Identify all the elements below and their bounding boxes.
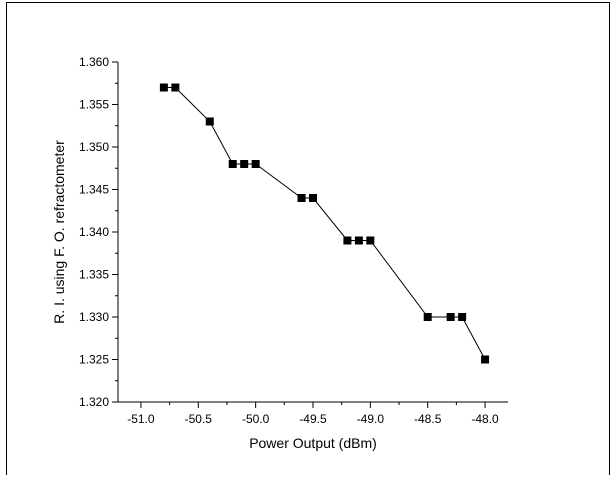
x-tick-label: -49.0 — [357, 412, 385, 426]
y-tick-label: 1.320 — [79, 395, 109, 409]
data-point — [458, 313, 467, 321]
x-tick-label: -50.0 — [242, 412, 270, 426]
plot-area — [159, 83, 490, 364]
x-tick-label: -50.5 — [185, 412, 213, 426]
x-tick-label: -48.5 — [414, 412, 442, 426]
data-point — [171, 83, 180, 92]
chart-frame — [6, 2, 610, 475]
y-tick-label: 1.325 — [79, 353, 109, 367]
axes — [117, 62, 508, 403]
data-point — [297, 194, 306, 202]
x-tick-label: -48.0 — [471, 412, 499, 426]
x-tick-label: -49.5 — [299, 412, 327, 426]
y-tick-label: 1.360 — [79, 55, 109, 69]
data-point — [240, 160, 249, 168]
data-point — [159, 83, 168, 92]
data-point — [354, 236, 363, 245]
y-tick-label: 1.345 — [79, 183, 109, 197]
data-point — [481, 355, 490, 364]
y-axis-label: R. I. using F. O. refractometer — [51, 140, 67, 324]
data-point — [446, 313, 455, 321]
data-point — [343, 236, 352, 245]
y-tick-label: 1.350 — [79, 140, 109, 154]
y-tick-label: 1.335 — [79, 268, 109, 282]
x-axis-label: Power Output (dBm) — [249, 435, 377, 451]
data-point — [309, 194, 317, 202]
data-point — [366, 236, 375, 245]
x-tick-label: -51.0 — [127, 412, 155, 426]
data-point — [423, 313, 432, 321]
y-tick-label: 1.330 — [79, 310, 109, 324]
ticks: -51.0 -50.5 -50.0 -49.5 -49.0 -48.5 -48.0 1.320… — [79, 55, 499, 426]
data-point — [205, 117, 214, 126]
data-point — [228, 160, 237, 168]
data-point — [251, 160, 260, 168]
series-line — [163, 87, 486, 360]
y-tick-label: 1.340 — [79, 225, 109, 239]
y-tick-label: 1.355 — [79, 98, 109, 112]
